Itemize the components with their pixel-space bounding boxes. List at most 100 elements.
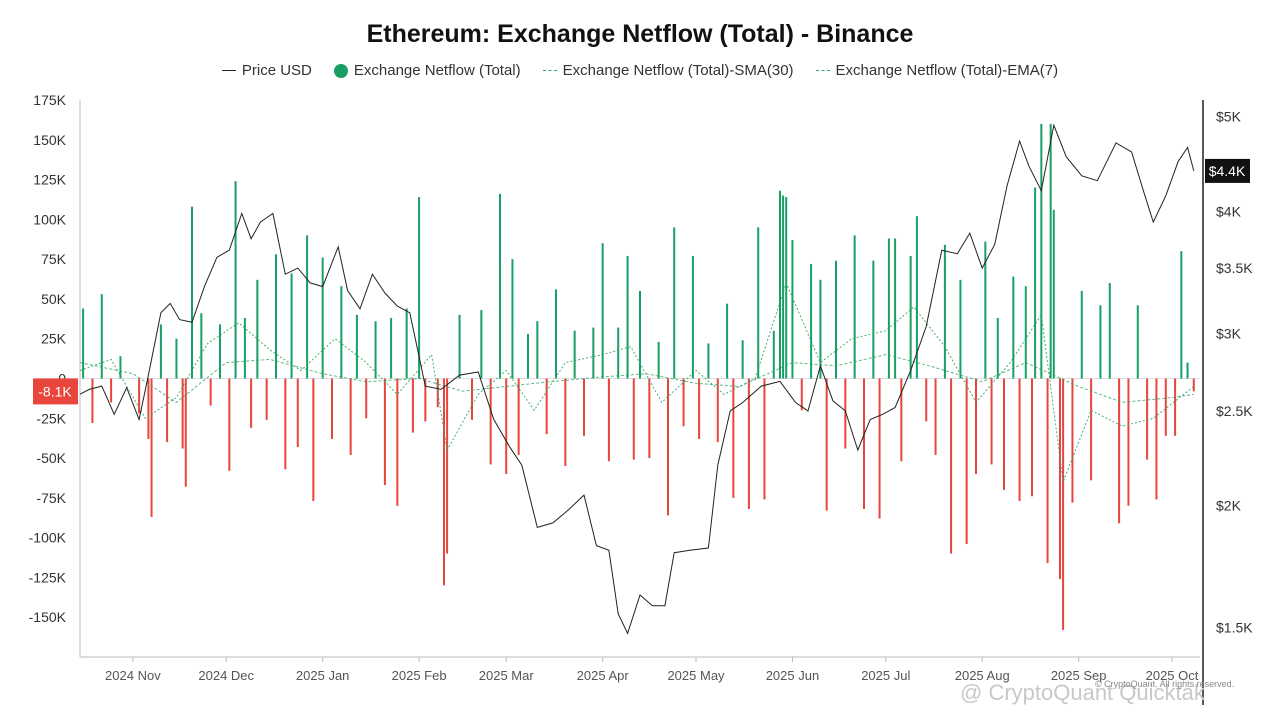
dashed-swatch-icon (542, 70, 557, 71)
netflow-bar (863, 378, 865, 509)
netflow-bar (872, 260, 875, 379)
netflow-bar (1127, 378, 1130, 506)
netflow-bar (184, 378, 187, 487)
netflow-bar (396, 378, 399, 506)
legend-label-ema7: Exchange Netflow (Total)-EMA(7) (835, 62, 1059, 79)
y-left-tick-label: 100K (33, 211, 66, 227)
netflow-bar (511, 259, 514, 379)
y-left-tick-label: -25K (36, 410, 66, 426)
legend-item-netflow[interactable]: Exchange Netflow (Total) (333, 62, 521, 79)
y-left-tick-label: 50K (41, 291, 67, 307)
x-tick-label: 2025 Mar (479, 668, 535, 683)
netflow-bar (480, 310, 483, 379)
netflow-bar (573, 330, 576, 379)
tick-labels: 175K150K125K100K75K50K25K0-25K-50K-75K-1… (29, 92, 1254, 683)
netflow-bar (191, 206, 193, 379)
netflow-bar (909, 255, 912, 379)
y-right-tick-label: $4K (1216, 203, 1242, 219)
netflow-bar (785, 197, 788, 379)
current-netflow-label: -8.1K (38, 383, 72, 399)
netflow-bar (1018, 378, 1021, 502)
legend-label-price: Price USD (241, 62, 312, 79)
chart-title: Ethereum: Exchange Netflow (Total) - Bin… (366, 20, 914, 48)
netflow-bar (1108, 283, 1111, 379)
y-left-tick-label: -100K (29, 530, 67, 546)
netflow-bar (791, 240, 794, 379)
netflow-bar (853, 235, 856, 379)
x-tick-label: 2025 Aug (955, 668, 1010, 683)
netflow-bar (1080, 290, 1083, 379)
netflow-bar (984, 241, 987, 379)
netflow-bar (825, 378, 828, 511)
netflow-bar (296, 378, 299, 447)
netflow-bar (545, 378, 548, 435)
legend: Price USD Exchange Netflow (Total) Excha… (0, 62, 1280, 79)
netflow-bar (996, 318, 999, 379)
netflow-bar (527, 333, 529, 379)
netflow-bar (741, 340, 744, 379)
netflow-bar (1155, 378, 1158, 500)
netflow-bar (1164, 378, 1167, 436)
netflow-bar (119, 356, 122, 379)
legend-item-ema7[interactable]: Exchange Netflow (Total)-EMA(7) (815, 62, 1059, 79)
y-left-tick-label: 150K (33, 132, 66, 148)
y-left-tick-label: -75K (36, 490, 66, 506)
netflow-bar (878, 378, 881, 519)
netflow-bar (1052, 209, 1055, 379)
netflow-bar (1071, 378, 1074, 503)
netflow-bar (990, 378, 993, 465)
dashed-swatch-icon (815, 70, 830, 71)
netflow-bar (673, 227, 676, 379)
netflow-bar (181, 378, 184, 449)
netflow-bar (943, 244, 946, 379)
netflow-bar (1062, 378, 1065, 630)
netflow-bar (1174, 378, 1177, 436)
netflow-bar (374, 321, 377, 379)
netflow-bar (779, 190, 781, 379)
netflow-bar (915, 216, 918, 379)
netflow-bar (732, 378, 735, 498)
x-tick-label: 2025 Oct (1146, 668, 1199, 683)
netflow-bar (1146, 378, 1149, 460)
netflow-bar (925, 378, 928, 422)
netflow-bar (763, 378, 766, 500)
netflow-bar (810, 263, 813, 379)
legend-item-sma30[interactable]: Exchange Netflow (Total)-SMA(30) (542, 62, 794, 79)
netflow-bar (1046, 378, 1049, 564)
netflow-bar (219, 324, 221, 379)
netflow-bar (228, 378, 231, 471)
netflow-bar (934, 378, 937, 455)
netflow-bar (707, 343, 710, 379)
x-tick-label: 2025 Jul (861, 668, 910, 683)
legend-item-price[interactable]: Price USD (221, 62, 312, 79)
netflow-bar (632, 378, 635, 460)
netflow-bar (383, 378, 386, 486)
netflow-bar (458, 314, 461, 379)
netflow-bar (243, 318, 246, 379)
y-left-tick-label: -150K (29, 609, 67, 625)
netflow-bar (682, 378, 685, 427)
line-swatch-icon (221, 70, 236, 71)
x-tick-label: 2025 Jun (766, 668, 820, 683)
netflow-bar (747, 378, 750, 509)
x-tick-label: 2025 Sep (1051, 668, 1107, 683)
netflow-bar (583, 378, 585, 436)
netflow-bar (975, 378, 977, 474)
netflow-bar (517, 378, 520, 455)
netflow-bar (265, 378, 268, 420)
copyright: © CryptoQuant. All rights reserved. (1095, 679, 1235, 689)
netflow-bar (607, 378, 610, 462)
netflow-bar (138, 378, 141, 414)
netflow-bar (617, 327, 620, 379)
x-tick-label: 2025 Jan (296, 668, 350, 683)
netflow-bar (1049, 123, 1052, 379)
x-tick-label: 2025 Feb (392, 668, 447, 683)
series-lines (79, 123, 1195, 635)
dot-swatch-icon (333, 63, 348, 78)
y-right-tick-label: $5K (1216, 109, 1242, 125)
netflow-bar (626, 255, 629, 379)
legend-label-sma30: Exchange Netflow (Total)-SMA(30) (562, 62, 794, 79)
netflow-bar (159, 324, 162, 379)
netflow-bar (1186, 362, 1189, 379)
